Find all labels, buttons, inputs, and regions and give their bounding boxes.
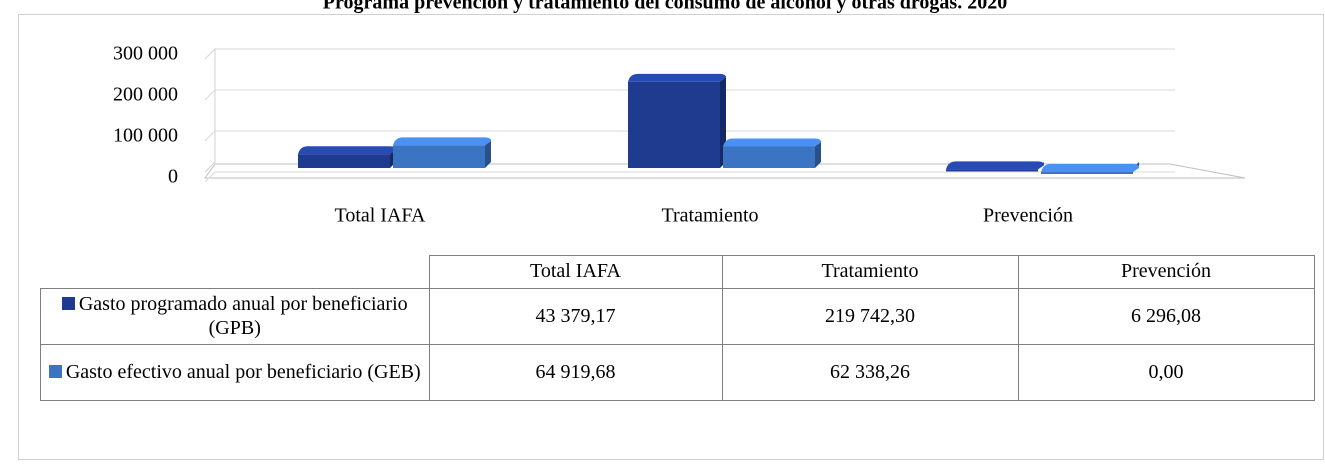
bar [723, 138, 821, 168]
grid-line [204, 130, 1175, 142]
table-value-cell: 6 296,08 [1017, 287, 1315, 345]
chart-frame [18, 14, 1324, 460]
bar-front [723, 146, 815, 168]
grid-line [204, 48, 1175, 60]
table-value-cell: 62 338,26 [721, 343, 1019, 401]
bar-top [723, 138, 821, 147]
table-row: Gasto efectivo anual por beneficiario (G… [40, 343, 1315, 401]
y-tick-label: 200 000 [113, 84, 178, 106]
bar-top [628, 73, 726, 82]
table-corner [40, 255, 430, 289]
bar [628, 73, 726, 168]
table-row-header: Gasto efectivo anual por beneficiario (G… [40, 343, 430, 401]
bar-front [946, 169, 1038, 172]
bar-front [298, 154, 390, 168]
table-header-cell: Tratamiento [721, 255, 1019, 289]
bar-side [485, 139, 491, 168]
table-header-cell: Prevención [1017, 255, 1315, 289]
bar-top [393, 137, 491, 146]
table-row-header: Gasto programado anual por beneficiario … [40, 287, 430, 345]
table-value-cell: 219 742,30 [721, 287, 1019, 345]
grid-line [204, 171, 1175, 183]
x-tick-label: Tratamiento [661, 205, 758, 227]
table-value-cell: 43 379,17 [428, 287, 723, 345]
table-row: Gasto programado anual por beneficiario … [40, 287, 1315, 345]
legend-key [48, 365, 62, 378]
bar-front [628, 81, 720, 168]
legend-key [61, 297, 75, 310]
chart-title: Programa prevención y tratamiento del co… [323, 0, 1007, 14]
table-value-cell: 64 919,68 [428, 343, 723, 401]
bar-front [393, 145, 485, 168]
y-tick-label: 300 000 [113, 43, 178, 65]
y-tick-label: 100 000 [113, 125, 178, 147]
bar [946, 161, 1044, 172]
bar [393, 137, 491, 168]
grid-line [204, 89, 1175, 101]
table-header-cell: Total IAFA [428, 255, 723, 289]
table-header-row: Total IAFA Tratamiento Prevención [40, 255, 1315, 289]
x-tick-label: Total IAFA [335, 205, 427, 227]
y-tick-label: 0 [168, 166, 178, 188]
bar-side [815, 140, 821, 168]
bar [1041, 162, 1139, 174]
legend-label: Gasto programado anual por beneficiario … [78, 293, 408, 339]
bar-top [946, 161, 1044, 170]
data-table: Total IAFA Tratamiento Prevención Gasto pro… [40, 255, 1315, 401]
bar-front [1041, 172, 1133, 174]
bar-top [1041, 164, 1139, 172]
bar [298, 146, 396, 168]
table-value-cell: 0,00 [1017, 343, 1315, 401]
back-wall [204, 47, 216, 173]
legend-label: Gasto efectivo anual por beneficiario (G… [65, 361, 421, 383]
x-tick-label: Prevención [983, 205, 1073, 227]
bar-top [298, 146, 396, 155]
